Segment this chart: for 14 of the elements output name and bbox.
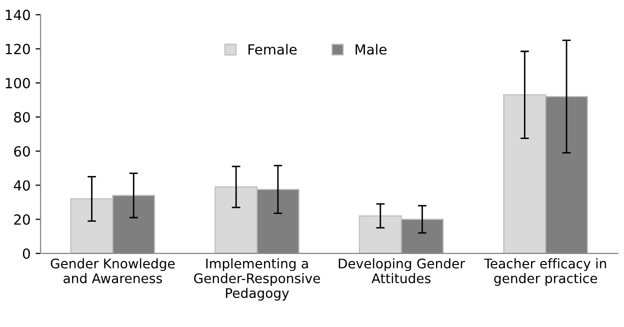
x-tick-label: Gender Knowledge and Awareness bbox=[50, 258, 175, 284]
x-tick-label: Developing Gender Attitudes bbox=[338, 258, 466, 284]
y-tick-label: 20 bbox=[14, 214, 30, 225]
y-tick-label: 100 bbox=[6, 78, 30, 88]
legend-label: Female bbox=[248, 44, 297, 55]
y-tick-label: 40 bbox=[14, 180, 30, 191]
y-tick-label: 80 bbox=[14, 112, 30, 122]
x-tick-label: Teacher efficacy in gender practice bbox=[484, 258, 606, 286]
y-tick-label: 0 bbox=[22, 248, 30, 259]
x-tick-label: Implementing a Gender-Responsive Pedagogy bbox=[194, 258, 320, 301]
legend-label: Male bbox=[356, 44, 386, 55]
y-tick-label: 120 bbox=[6, 44, 30, 54]
y-tick-label: 60 bbox=[14, 146, 30, 157]
y-tick-label: 140 bbox=[6, 10, 30, 20]
